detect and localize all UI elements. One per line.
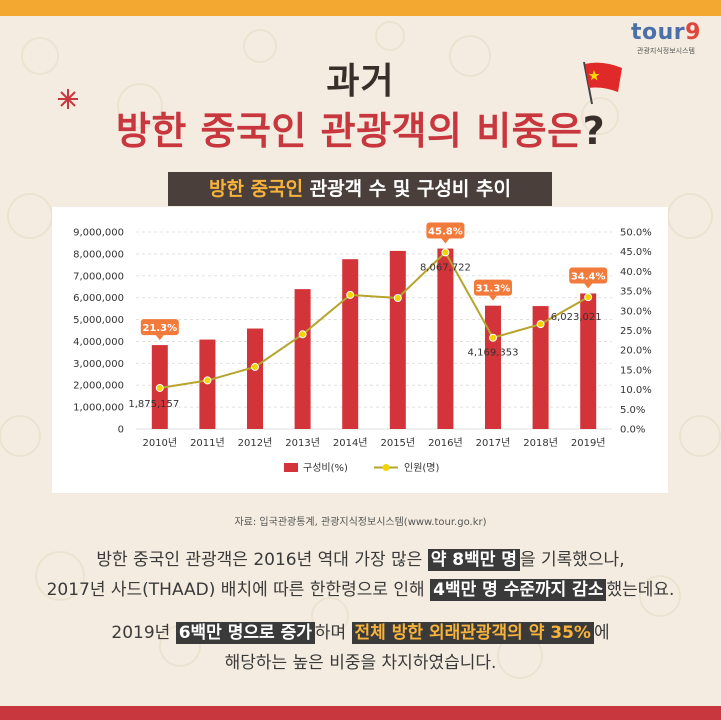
paragraph-2-line2: 해당하는 높은 비중을 차지하였습니다. (224, 653, 497, 673)
y-left-tick-label: 8,000,000 (73, 249, 124, 260)
highlight-6-million: 6백만 명으로 증가 (175, 622, 315, 644)
paragraph-2-line1: 2019년 6백만 명으로 증가 하며 전체 방한 외래관광객의 약 35% 에 (111, 622, 610, 644)
y-left-tick-label: 9,000,000 (73, 228, 124, 239)
chart-title-highlight: 방한 중국인 (209, 178, 304, 200)
series-line (159, 250, 589, 389)
y-left-tick-label: 1,000,000 (73, 403, 124, 414)
value-label: 6,023,021 (551, 312, 602, 323)
y-right-tick-label: 20.0% (620, 346, 652, 357)
highlight-35-percent: 전체 방한 외래관광객의 약 35% (351, 622, 594, 644)
legend-line-marker (382, 464, 390, 471)
logo-subtitle: 관광지식정보시스템 (637, 47, 695, 55)
bar (485, 305, 501, 429)
chart-card: 0 1,000,000 2,000,000 3,000,000 4,000,000 5,0… (52, 207, 668, 493)
x-tick-label: 2010년 (142, 437, 177, 449)
source-note: 자료: 입국관광통계, 관광지식정보시스템(www.tour.go.kr) (234, 517, 487, 528)
y-right-tick-label: 30.0% (620, 306, 652, 317)
chart-title-bar: 방한 중국인 관광객 수 및 구성비 추이 (168, 172, 552, 206)
x-tick-label: 2011년 (190, 437, 225, 449)
line-point (298, 330, 307, 339)
y-right-tick-label: 5.0% (620, 405, 645, 416)
bar (342, 259, 359, 429)
x-tick-label: 2013년 (285, 437, 320, 449)
chart-title-text: 관광객 수 및 구성비 추이 (303, 178, 511, 200)
y-right-tick-label: 25.0% (620, 326, 652, 337)
highlight-8-million: 약 8백만 명 (427, 549, 520, 571)
page-title-main: 방한 중국인 관광객의 비중은 (115, 109, 583, 153)
china-flag-icon (583, 61, 622, 105)
line-point (536, 320, 545, 329)
line-point (489, 333, 497, 342)
y-right-tick-label: 15.0% (620, 365, 652, 376)
x-tick-label: 2012년 (238, 437, 273, 449)
percent-callout: 31.3% (474, 279, 512, 301)
x-tick-label: 2015년 (380, 437, 415, 449)
y-left-tick-label: 4,000,000 (73, 337, 124, 348)
top-accent-bar (0, 0, 721, 16)
tour-logo: tour9 관광지식정보시스템 (628, 22, 704, 56)
paragraph-2: 2019년 6백만 명으로 증가 하며 전체 방한 외래관광객의 약 35% 에 해… (0, 618, 721, 678)
y-left-tick-label: 3,000,000 (73, 359, 124, 370)
line-point (251, 362, 259, 371)
bottom-accent-bar (0, 706, 721, 720)
x-tick-label: 2014년 (333, 437, 368, 449)
page-title-line2: 방한 중국인 관광객의 비중은? (0, 100, 721, 155)
bar (532, 306, 549, 429)
y-right-tick-label: 35.0% (620, 287, 652, 298)
y-right-tick-label: 0.0% (620, 425, 645, 436)
callout-label: 31.3% (476, 284, 511, 295)
page-title-question-mark: ? (582, 109, 606, 153)
line-point (346, 290, 355, 299)
x-tick-label: 2016년 (428, 437, 463, 449)
legend-bar-swatch (284, 463, 298, 472)
y-right-tick-label: 40.0% (620, 267, 652, 278)
highlight-4-million: 4백만 명 수준까지 감소 (430, 579, 607, 601)
line-point (441, 248, 450, 257)
value-label: 8,067,722 (420, 262, 471, 273)
bar (389, 250, 406, 429)
percent-callout: 21.3% (140, 319, 179, 341)
callout-label: 34.4% (571, 271, 606, 282)
page-title-line1: 과거 (326, 61, 395, 102)
pagination-dots (314, 697, 380, 712)
bar (247, 328, 263, 429)
line-point (584, 293, 593, 302)
line-point (203, 376, 212, 385)
y-left-tick-label: 7,000,000 (73, 271, 124, 282)
bar (580, 293, 597, 429)
y-left-tick-label: 2,000,000 (73, 381, 124, 392)
bar (294, 289, 311, 429)
y-left-tick-label: 5,000,000 (73, 315, 124, 326)
line-point (155, 383, 164, 392)
legend-label: 인원(명) (404, 462, 440, 474)
y-right-tick-label: 50.0% (620, 228, 652, 239)
x-tick-label: 2019년 (571, 437, 606, 449)
paragraph-1-line2: 2017년 사드(THAAD) 배치에 따른 한한령으로 인해 4백만 명 수준… (46, 579, 675, 601)
percent-callout: 45.8% (426, 222, 465, 244)
legend-label: 구성비(%) (303, 462, 348, 474)
callout-label: 21.3% (142, 323, 177, 334)
y-left-tick-label: 0 (118, 425, 124, 436)
bar (437, 248, 454, 429)
x-tick-label: 2018년 (523, 437, 558, 449)
y-right-tick-label: 45.0% (620, 247, 652, 258)
combo-chart: 0 1,000,000 2,000,000 3,000,000 4,000,000 5,0… (73, 222, 652, 474)
y-left-tick-label: 6,000,000 (73, 293, 124, 304)
value-label: 1,875,157 (128, 399, 179, 410)
line-point (393, 294, 402, 303)
value-label: 4,169,353 (468, 348, 519, 359)
x-tick-label: 2017년 (476, 437, 511, 449)
y-right-tick-label: 10.0% (620, 385, 652, 396)
percent-callout: 34.4% (569, 267, 608, 289)
callout-label: 45.8% (428, 227, 463, 238)
logo-wordmark: tour9 (631, 20, 701, 45)
sparkle-icon (58, 89, 78, 109)
